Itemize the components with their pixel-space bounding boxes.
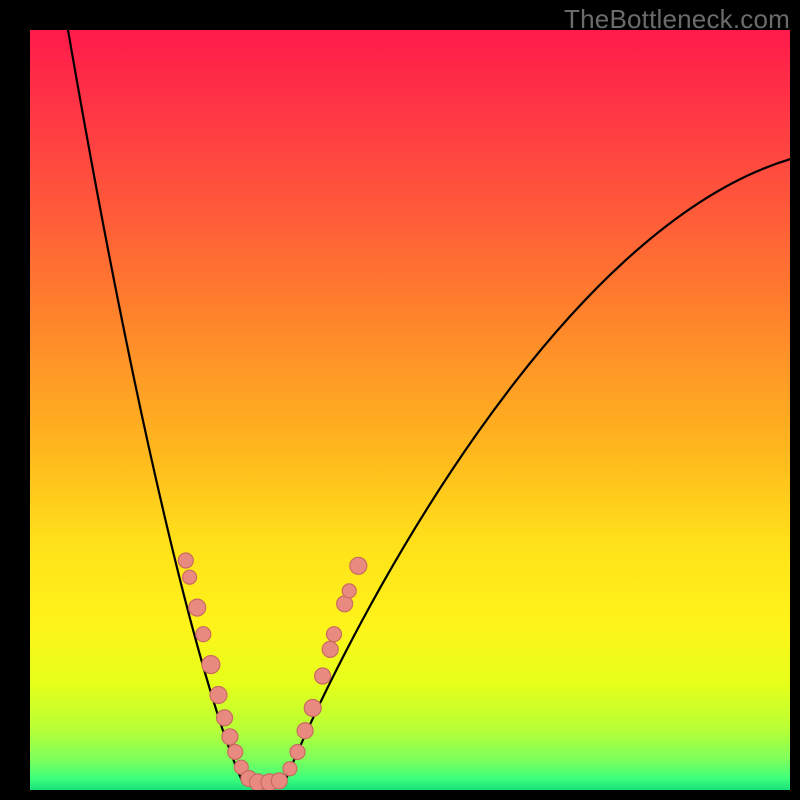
data-marker: [228, 745, 243, 760]
chart-svg: [30, 30, 790, 790]
data-marker: [342, 584, 356, 598]
watermark-text: TheBottleneck.com: [564, 4, 790, 35]
data-marker: [315, 668, 331, 684]
chart-stage: TheBottleneck.com: [0, 0, 800, 800]
data-marker: [217, 710, 233, 726]
data-marker: [202, 656, 220, 674]
data-marker: [304, 699, 321, 716]
plot-area: [30, 30, 790, 790]
data-marker: [322, 641, 338, 657]
data-marker: [327, 627, 342, 642]
data-marker: [350, 557, 367, 574]
data-marker: [210, 687, 227, 704]
data-marker: [290, 745, 305, 760]
data-marker: [271, 773, 287, 789]
data-marker: [297, 723, 313, 739]
data-marker: [196, 627, 211, 642]
plot-background: [30, 30, 790, 790]
data-marker: [189, 599, 206, 616]
data-marker: [283, 762, 297, 776]
data-marker: [222, 729, 238, 745]
data-marker: [183, 570, 197, 584]
data-marker: [178, 553, 193, 568]
